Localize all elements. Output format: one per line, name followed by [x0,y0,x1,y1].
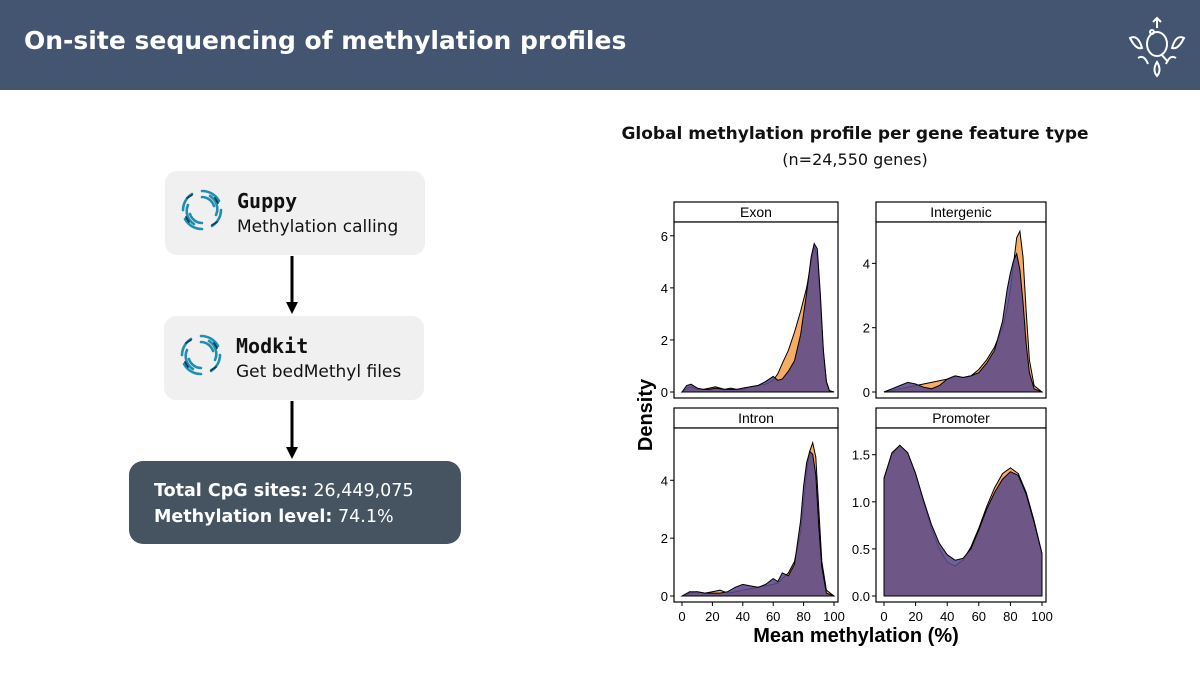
density-area-b [883,252,1043,393]
pipeline-step-modkit: Modkit Get bedMethyl files [164,316,424,400]
x-tick-label: 0 [880,609,887,624]
x-tick-label: 40 [736,609,750,624]
lotus-q-logo-icon [1128,16,1186,78]
y-tick-label: 2 [661,333,668,348]
y-tick-label: 2 [863,321,870,336]
y-tick-label: 1.0 [852,495,870,510]
header-bar: On-site sequencing of methylation profil… [0,0,1200,90]
summary-box: Total CpG sites: 26,449,075 Methylation … [129,461,461,544]
density-area-b [681,242,835,393]
facet-label: Intron [738,410,774,426]
x-tick-label: 0 [678,609,685,624]
facet-label: Intergenic [930,204,991,220]
chart-title: Global methylation profile per gene feat… [621,124,1089,144]
facet-label: Exon [740,204,772,220]
nanopore-swirl-icon [181,189,223,231]
facet-panel-exon: Exon 0 2 4 6 [661,201,839,400]
methylation-level-value: 74.1% [337,507,394,527]
x-tick-label: 20 [705,609,719,624]
x-tick-label: 20 [908,609,922,624]
y-tick-label: 6 [661,229,668,244]
x-tick-label: 80 [1003,609,1017,624]
y-tick-label: 0.5 [852,542,870,557]
facet-label: Promoter [932,410,990,426]
flow-arrow [286,401,298,459]
y-tick-label: 0 [863,385,870,400]
methylation-level-label: Methylation level: [154,507,333,527]
facet-panel-intergenic: Intergenic 0 2 4 [863,201,1047,400]
step-name: Modkit [236,334,309,358]
y-tick-label: 0.0 [852,589,870,604]
methylation-level-line: Methylation level: 74.1% [154,507,394,527]
y-axis-label: Density [635,378,657,451]
y-tick-label: 1.5 [852,448,870,463]
nanopore-swirl-icon [180,334,222,376]
x-tick-label: 80 [796,609,810,624]
x-tick-label: 60 [972,609,986,624]
density-area-b [680,450,835,597]
page-title: On-site sequencing of methylation profil… [24,26,627,55]
cpg-sites-line: Total CpG sites: 26,449,075 [154,481,414,501]
y-tick-label: 0 [661,385,668,400]
cpg-sites-label: Total CpG sites: [154,481,308,501]
facet-panel-promoter: Promoter 0.0 0.5 1.0 1.5 0 20 40 60 80 100 [852,407,1053,624]
density-chart: Density Mean methylation (%) Exon 0 2 4 6 Int… [635,201,1053,647]
chart-subtitle: (n=24,550 genes) [782,150,928,169]
y-tick-label: 4 [661,473,668,488]
y-tick-label: 4 [661,281,668,296]
step-description: Methylation calling [237,217,399,237]
x-tick-label: 100 [823,609,845,624]
pipeline-step-guppy: Guppy Methylation calling [165,171,425,255]
x-tick-label: 60 [766,609,780,624]
x-tick-label: 100 [1031,609,1053,624]
cpg-sites-value: 26,449,075 [313,481,414,501]
y-tick-label: 4 [863,256,870,271]
y-tick-label: 2 [661,531,668,546]
x-tick-label: 40 [940,609,954,624]
flow-arrow [286,256,298,314]
density-area-b [883,444,1043,597]
y-tick-label: 0 [661,589,668,604]
step-description: Get bedMethyl files [236,362,402,382]
step-name: Guppy [237,189,298,213]
x-axis-label: Mean methylation (%) [753,625,959,647]
